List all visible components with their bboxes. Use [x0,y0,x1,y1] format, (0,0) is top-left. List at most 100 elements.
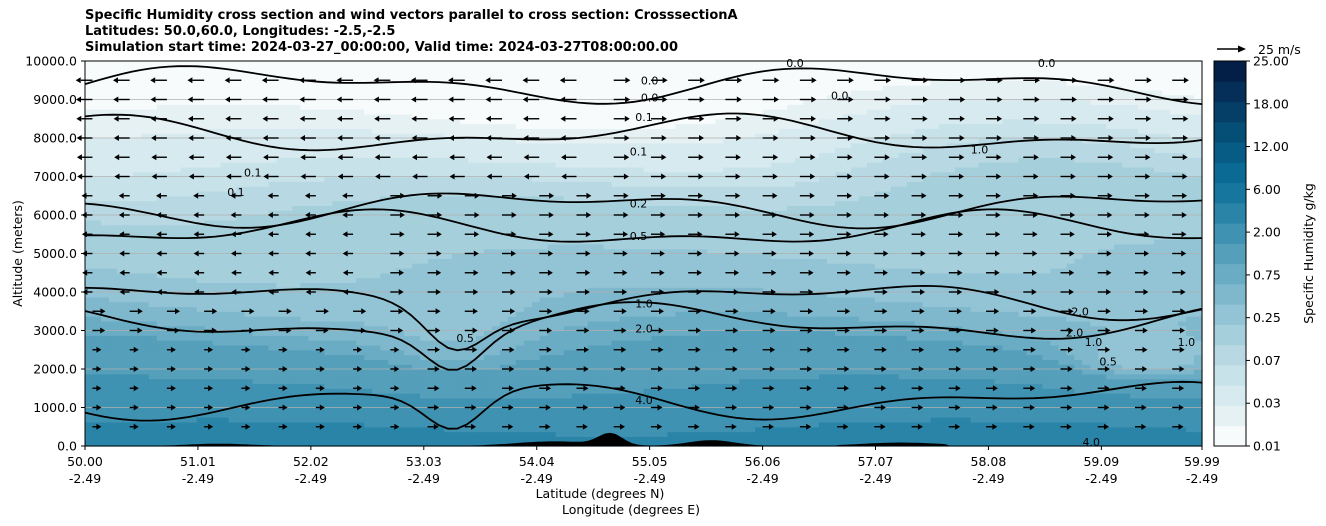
wind-vector-head [1146,96,1152,103]
wind-vector-head [511,231,517,238]
x-axis-label-lat: Latitude (degrees N) [536,486,665,501]
wind-vector-head [263,154,269,161]
wind-vector-head [245,346,251,353]
wind-vector-head [960,77,966,84]
wind-vector-head [955,423,961,430]
wind-vector-head [299,115,305,122]
wind-vector-head [509,366,515,372]
wind-vector-head [736,96,742,103]
wind-vector-head [1104,423,1109,430]
wind-vector-head [1031,327,1037,334]
wind-vector-head [437,192,443,199]
wind-vector-head [625,77,631,84]
wind-vector-head [342,269,348,276]
colorbar-tick-label: 2.00 [1253,225,1281,240]
wind-vector-head [561,154,566,161]
wind-vector-head [919,308,925,315]
wind-vector-head [305,231,311,238]
wind-vector-head [1033,154,1039,161]
wind-vector-head [1179,346,1185,353]
contour-label: 4.0 [635,394,653,407]
colorbar-band [1214,405,1246,427]
wind-vector-head [736,115,742,122]
wind-vector-head [282,404,288,411]
wind-vector-head [436,231,442,238]
wind-vector-head [546,346,552,353]
wind-vector-head [282,385,288,392]
wind-vector-head [170,346,176,353]
contour-label: 0.2 [630,197,648,210]
wind-vector-head [996,173,1002,180]
wind-vector-head [736,135,742,141]
wind-vector-head [844,385,849,392]
wind-vector-head [1069,231,1075,238]
x-tick-label-lon: -2.49 [633,471,665,486]
colorbar-band [1214,283,1246,305]
wind-vector-head [955,385,961,392]
wind-vector-head [1179,366,1185,372]
wind-vector-head [583,366,589,372]
x-tick-label-lon: -2.49 [1085,471,1117,486]
wind-vector-head [1183,115,1189,122]
wind-vector-head [547,308,553,315]
wind-vector-head [773,154,779,161]
wind-vector-head [698,173,704,180]
contour-label: 0.0 [831,90,849,103]
wind-vector-head [304,192,310,199]
wind-vector-head [1141,385,1147,392]
wind-vector-head [1180,289,1186,295]
wind-vector-head [1032,212,1038,218]
x-tick-label-lon: -2.49 [408,471,440,486]
wind-vector-head [1034,115,1040,122]
wind-vector-head [560,115,566,122]
wind-vector-head [113,135,119,141]
wind-vector-head [699,115,705,122]
wind-vector-head [474,212,480,218]
wind-vector-head [1032,231,1038,238]
colorbar-frame [1213,60,1247,447]
wind-vector-head [319,404,325,411]
wind-vector-head [249,327,255,334]
wind-vector-head [170,404,176,411]
wind-vector-head [1109,77,1115,84]
wind-vector-head [1069,269,1075,276]
wind-vector-head [174,327,180,334]
wind-vector-head [881,366,887,372]
wind-vector-head [1069,250,1075,257]
wind-vector-head [809,212,815,218]
wind-vector-head [844,346,850,353]
wind-vector-head [735,212,740,218]
wind-vector-head [733,327,739,334]
wind-vector-head [1106,269,1112,276]
wind-vector-head [549,192,555,199]
wind-vector-head [810,154,816,161]
wind-vector-head [548,212,554,218]
wind-vector-head [695,366,701,372]
wind-vector-head [1142,327,1148,334]
wind-vector-head [997,77,1003,84]
wind-vector-head [1034,96,1040,103]
contour-label: 0.0 [641,92,659,105]
terrain [85,432,1202,446]
wind-vector-head [659,308,664,315]
wind-vector-head [919,327,925,334]
wind-vector-head [357,423,363,430]
wind-vector-head [1108,135,1114,141]
colorbar-band [1214,101,1246,123]
wind-vector-head [585,269,591,276]
wind-vector-head [319,346,325,353]
wind-vector-head [473,250,479,257]
x-tick-label-lat: 59.99 [1184,454,1220,469]
wind-vector-head [768,423,774,430]
wind-vector-head [357,385,363,392]
wind-vector-head [394,385,400,392]
wind-vector-head [995,192,1001,199]
wind-vector-head [231,250,236,257]
wind-vector-head [848,77,854,84]
wind-vector-head [113,115,119,122]
wind-vector-head [1070,192,1076,199]
wind-vector-head [918,404,924,411]
wind-vector-head [772,192,778,199]
contour-label: 0.5 [456,332,474,345]
wind-vector-head [448,96,454,103]
